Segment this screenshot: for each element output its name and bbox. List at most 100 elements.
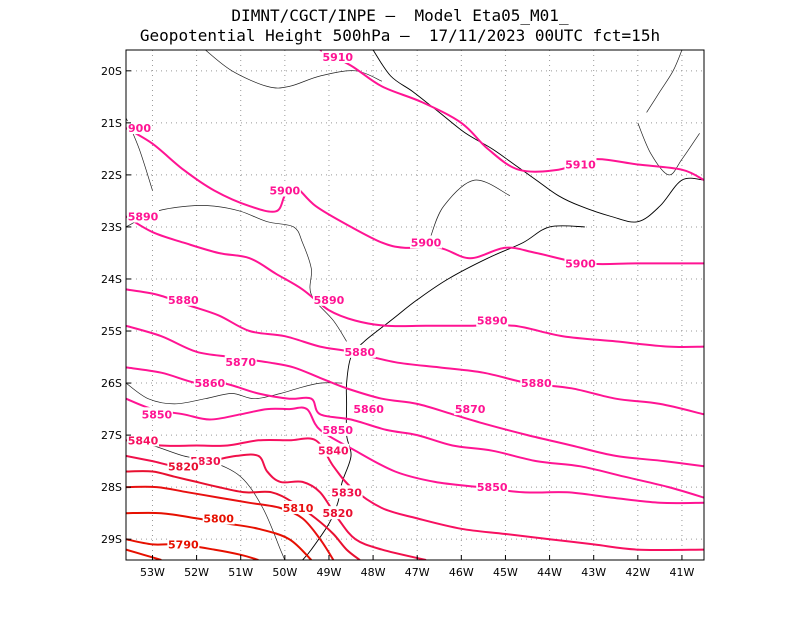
contour-label-bg bbox=[127, 433, 159, 447]
lat-tick-label: 29S bbox=[101, 533, 122, 546]
contour-label: 5790 bbox=[168, 538, 199, 551]
contour-label-bg bbox=[352, 402, 385, 416]
lon-tick-label: 51W bbox=[228, 566, 253, 579]
contour-5910 bbox=[319, 50, 704, 182]
contour-label: 5850 bbox=[477, 481, 508, 494]
contour-label: 5840 bbox=[128, 434, 159, 447]
contour-label-bg bbox=[564, 256, 597, 270]
contour-label-bg bbox=[127, 209, 159, 223]
contour-label: 5890 bbox=[128, 211, 159, 224]
lon-tick-label: 43W bbox=[581, 566, 606, 579]
lat-tick-label: 24S bbox=[101, 273, 122, 286]
contour-label: 900 bbox=[128, 122, 151, 135]
contour-label-bg bbox=[321, 422, 354, 436]
plot-background bbox=[126, 50, 704, 560]
contour-label-bg bbox=[520, 376, 553, 390]
lat-tick-label: 28S bbox=[101, 481, 122, 494]
lon-tick-label: 45W bbox=[493, 566, 518, 579]
title-line-1: DIMNT/CGCT/INPE – Model Eta05_M01_ bbox=[231, 6, 569, 25]
contour-label: 5850 bbox=[322, 424, 353, 437]
lon-tick-label: 42W bbox=[625, 566, 650, 579]
contour-label-bg bbox=[202, 511, 235, 525]
contour-label: 5860 bbox=[353, 403, 384, 416]
lon-tick-label: 52W bbox=[184, 566, 209, 579]
lat-tick-label: 25S bbox=[101, 325, 122, 338]
lon-tick-label: 53W bbox=[140, 566, 165, 579]
axis-labels: 53W 52W 51W 50W 49W 48W 47W 46W 45W 44W 43W 42W 41W 2… bbox=[101, 65, 694, 579]
lon-tick-label: 50W bbox=[272, 566, 297, 579]
contour-label: 5840 bbox=[318, 445, 349, 458]
contour-5870 bbox=[126, 324, 704, 468]
coastline-segment bbox=[372, 50, 704, 223]
contour-label: 5800 bbox=[203, 512, 234, 525]
lat-tick-label: 27S bbox=[101, 429, 122, 442]
state-border bbox=[205, 50, 383, 89]
contour-label-bg bbox=[321, 506, 354, 520]
contour-5780 bbox=[126, 548, 162, 560]
contour-label-bg bbox=[140, 407, 173, 421]
contour-label-bg bbox=[127, 121, 152, 135]
coastline-segment bbox=[302, 225, 585, 560]
contour-label: 5900 bbox=[565, 257, 596, 270]
contour-label: 5910 bbox=[565, 158, 596, 171]
contour-label-bg bbox=[564, 157, 597, 171]
contour-label-bg bbox=[410, 235, 443, 249]
state-border bbox=[126, 382, 343, 405]
lon-tick-label: 48W bbox=[361, 566, 386, 579]
lat-tick-label: 22S bbox=[101, 169, 122, 182]
coastline bbox=[126, 50, 704, 560]
lat-tick-label: 21S bbox=[101, 117, 122, 130]
contour-5820 bbox=[126, 470, 361, 560]
contour-label: 5880 bbox=[521, 377, 552, 390]
lon-tick-label: 47W bbox=[405, 566, 430, 579]
contour-5850 bbox=[126, 397, 704, 505]
contour-label-bg bbox=[167, 292, 200, 306]
contour-label: 5830 bbox=[331, 486, 362, 499]
lon-tick-label: 49W bbox=[317, 566, 342, 579]
contour-label-bg bbox=[330, 485, 363, 499]
contour-label-bg bbox=[282, 500, 315, 514]
contour-label: 5890 bbox=[477, 315, 508, 328]
contour-label: 5810 bbox=[283, 502, 314, 515]
contour-label-bg bbox=[167, 459, 200, 473]
lat-tick-label: 26S bbox=[101, 377, 122, 390]
title-line-2: Geopotential Height 500hPa – 17/11/2023 … bbox=[139, 26, 661, 45]
state-border bbox=[637, 122, 700, 176]
contour-label-bg bbox=[321, 50, 354, 63]
contour-label: 5880 bbox=[345, 346, 376, 359]
contour-label: 5820 bbox=[322, 507, 353, 520]
contour-label-bg bbox=[193, 376, 226, 390]
contour-label-bg bbox=[317, 443, 350, 457]
contour-label-bg bbox=[167, 537, 200, 551]
lat-tick-label: 23S bbox=[101, 221, 122, 234]
contour-5890 bbox=[126, 215, 704, 348]
contour-label: 5820 bbox=[168, 460, 199, 473]
contour-label: 5870 bbox=[225, 356, 256, 369]
contour-label: 5890 bbox=[314, 294, 345, 307]
contour-label: 5910 bbox=[322, 51, 353, 64]
lon-tick-label: 46W bbox=[449, 566, 474, 579]
contour-label-bg bbox=[476, 313, 509, 327]
contour-label-bg bbox=[268, 183, 301, 197]
contour-5810 bbox=[126, 485, 335, 560]
contour-label-bg bbox=[476, 480, 509, 494]
contour-label-bg bbox=[454, 402, 487, 416]
contour-label-bg bbox=[312, 292, 345, 306]
contour-label: 5880 bbox=[168, 294, 199, 307]
plot-frame bbox=[125, 49, 705, 561]
lon-tick-label: 41W bbox=[670, 566, 695, 579]
contour-label-bg bbox=[224, 355, 257, 369]
contour-label: 5870 bbox=[455, 403, 486, 416]
state-border bbox=[646, 50, 683, 113]
contour-5900 bbox=[126, 127, 704, 266]
lon-tick-label: 44W bbox=[537, 566, 562, 579]
contour-label: 5900 bbox=[411, 237, 442, 250]
contour-label: 5900 bbox=[270, 185, 301, 198]
lat-tick-label: 20S bbox=[101, 65, 122, 78]
contour-label: 5860 bbox=[195, 377, 226, 390]
state-border bbox=[430, 179, 511, 238]
contour-labels: 5910 5910 900 5900 5900 5900 5890 5890 5890 5880 5… bbox=[127, 50, 597, 551]
contour-label-bg bbox=[343, 344, 376, 358]
contour-label: 5850 bbox=[142, 408, 173, 421]
